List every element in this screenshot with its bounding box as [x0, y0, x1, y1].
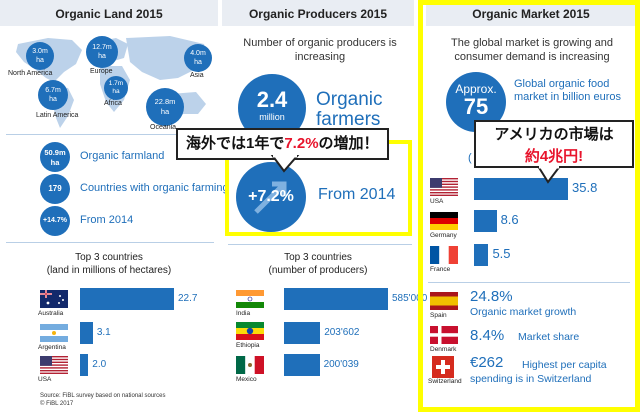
denmark-text: Market share	[518, 331, 580, 343]
switzerland-label: Switzerland	[428, 378, 462, 385]
france-label: France	[430, 266, 451, 273]
spain-flag-icon	[430, 292, 458, 310]
bar-germany	[474, 210, 497, 232]
bar-usa	[474, 178, 568, 200]
producers-callout-pointer	[270, 155, 300, 173]
land-title: Organic Land 2015	[55, 7, 163, 21]
land-top3-title: Top 3 countries	[75, 252, 143, 263]
growth-land-text: From 2014	[80, 214, 134, 226]
asia-label: Asia	[190, 72, 204, 79]
europe-circle: 12.7m ha	[86, 36, 118, 68]
land-top3-subtitle: (land in millions of hectares)	[46, 265, 172, 276]
ethiopia-label: Ethiopia	[236, 342, 260, 349]
producers-title: Organic Producers 2015	[248, 7, 388, 21]
usa-land-label: USA	[38, 376, 52, 383]
growth-land-circle: +14.7%	[40, 206, 70, 236]
copyright-note: © FiBL 2017	[40, 401, 74, 407]
australia-label: Australia	[38, 310, 64, 317]
africa-label: Africa	[104, 100, 122, 107]
countries-text: Countries with organic farming	[80, 182, 229, 194]
australia-flag-icon	[40, 290, 68, 308]
growth-arrow-icon	[254, 181, 287, 214]
bar-australia	[80, 288, 174, 310]
europe-label: Europe	[90, 68, 113, 75]
denmark-label: Denmark	[430, 346, 457, 353]
bar-label-france: 5.5	[492, 246, 511, 261]
asia-circle: 4.0m ha	[184, 44, 212, 72]
germany-flag-icon	[430, 212, 458, 230]
india-label: India	[236, 310, 251, 317]
usa-market-label: USA	[430, 198, 444, 205]
farmland-circle: 50.9m ha	[40, 142, 70, 172]
spain-text: Organic market growth	[470, 306, 577, 318]
spain-label: Spain	[430, 312, 447, 319]
bar-india	[284, 288, 388, 310]
usa-market-flag-icon	[430, 178, 458, 196]
africa-circle: 1.7m ha	[104, 76, 128, 100]
bar-mexico	[284, 354, 320, 376]
usa-flag-icon	[40, 356, 68, 374]
left-separator-1	[6, 134, 214, 135]
ethiopia-flag-icon	[236, 322, 264, 340]
bar-label-usa: 2.0	[92, 359, 107, 370]
producers-top3-subtitle: (number of producers)	[268, 265, 368, 276]
mexico-flag-icon	[236, 356, 264, 374]
latin-america-circle: 6.7m ha	[38, 80, 68, 110]
switzerland-text: Highest per capita spending is in Switze…	[470, 359, 607, 385]
market-callout: アメリカの市場は 約4兆円!	[474, 120, 634, 168]
market-title: Organic Market 2015	[472, 7, 590, 21]
switzerland-flag-icon	[432, 356, 454, 378]
oceania-circle: 22.8m ha	[146, 88, 184, 126]
bar-label-germany: 8.6	[500, 212, 519, 227]
denmark-flag-icon	[430, 326, 458, 344]
bar-usa	[80, 354, 89, 376]
bar-label-mexico: 200'039	[323, 359, 359, 370]
switzerland-value: €262	[470, 354, 504, 371]
bar-label-argentina: 3.1	[96, 327, 111, 338]
source-note: Source: FiBL survey based on national so…	[40, 393, 166, 399]
producers-big-text: Organic farmers	[316, 89, 383, 130]
bar-ethiopia	[284, 322, 321, 344]
spain-value: 24.8%	[470, 288, 513, 305]
growth-producers-text: From 2014	[318, 186, 396, 203]
oceania-label: Oceania	[150, 124, 177, 131]
left-separator-2	[6, 242, 214, 243]
farmland-text: Organic farmland	[80, 150, 165, 162]
producers-subtitle: Number of organic producers is increasin…	[243, 37, 397, 63]
market-highlight-box	[418, 0, 640, 412]
countries-circle: 179	[40, 174, 70, 204]
market-callout-pointer	[536, 166, 562, 184]
market-subtitle: The global market is growing and consume…	[450, 37, 614, 63]
middle-separator	[228, 244, 412, 245]
germany-label: Germany	[430, 232, 457, 239]
bar-label-usa: 35.8	[572, 180, 598, 195]
bar-france	[474, 244, 489, 266]
latin-america-label: Latin America	[36, 112, 79, 119]
bar-label-ethiopia: 203'602	[324, 327, 360, 338]
market-partial-glyph: (	[468, 152, 472, 164]
right-separator	[428, 282, 630, 283]
argentina-label: Argentina	[38, 344, 66, 351]
bar-label-india: 585'000	[392, 293, 428, 304]
north-america-label: North America	[8, 70, 53, 77]
north-america-circle: 3.0m ha	[26, 42, 54, 70]
market-circle-text: Global organic food market in billion eu…	[514, 78, 621, 103]
land-header: Organic Land 2015	[0, 0, 218, 26]
argentina-flag-icon	[40, 324, 68, 342]
mexico-label: Mexico	[236, 376, 257, 383]
bar-label-australia: 22.7	[178, 293, 198, 304]
bar-argentina	[80, 322, 93, 344]
india-flag-icon	[236, 290, 264, 308]
growth-producers-circle: +7.2%	[236, 162, 306, 232]
denmark-value: 8.4%	[470, 327, 505, 344]
producers-header: Organic Producers 2015	[222, 0, 414, 26]
france-flag-icon	[430, 246, 458, 264]
producers-top3-title: Top 3 countries	[284, 252, 352, 263]
